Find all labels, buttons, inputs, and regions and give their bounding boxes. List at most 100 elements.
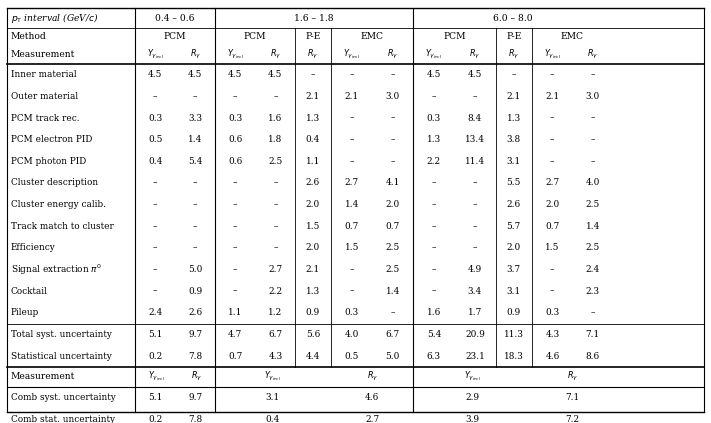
Text: 2.1: 2.1 [506, 92, 520, 101]
Text: 1.6 – 1.8: 1.6 – 1.8 [294, 14, 334, 23]
Text: 1.2: 1.2 [268, 308, 282, 317]
Text: 1.3: 1.3 [506, 114, 520, 123]
Text: 0.4 – 0.6: 0.4 – 0.6 [155, 14, 194, 23]
Text: 4.0: 4.0 [586, 179, 600, 187]
Text: 2.7: 2.7 [345, 179, 359, 187]
Text: –: – [153, 92, 157, 101]
Text: PCM: PCM [443, 32, 466, 41]
Text: Outer material: Outer material [11, 92, 77, 101]
Text: –: – [233, 265, 237, 274]
Text: –: – [153, 179, 157, 187]
Text: 4.3: 4.3 [545, 330, 560, 339]
Text: 2.1: 2.1 [345, 92, 359, 101]
Text: 0.7: 0.7 [345, 222, 359, 231]
Text: –: – [153, 265, 157, 274]
Text: 2.6: 2.6 [306, 179, 320, 187]
Text: 0.6: 0.6 [228, 135, 242, 144]
Text: 11.4: 11.4 [465, 157, 485, 166]
Text: Pileup: Pileup [11, 308, 39, 317]
Text: –: – [591, 157, 595, 166]
Text: 1.3: 1.3 [427, 135, 441, 144]
Text: –: – [390, 135, 395, 144]
Text: 6.0 – 8.0: 6.0 – 8.0 [493, 14, 533, 23]
Text: 7.2: 7.2 [565, 415, 579, 423]
Text: Cluster energy calib.: Cluster energy calib. [11, 200, 106, 209]
Text: 3.0: 3.0 [586, 92, 600, 101]
Text: 2.6: 2.6 [188, 308, 203, 317]
Text: –: – [153, 222, 157, 231]
Text: 4.4: 4.4 [306, 352, 320, 360]
Text: –: – [349, 157, 354, 166]
Text: $Y_{\gamma_{\mathrm{incl}}}$: $Y_{\gamma_{\mathrm{incl}}}$ [146, 47, 164, 60]
Text: 1.5: 1.5 [345, 243, 359, 253]
Text: 3.8: 3.8 [507, 135, 520, 144]
Text: Measurement: Measurement [11, 49, 75, 58]
Text: –: – [193, 200, 198, 209]
Text: 4.6: 4.6 [365, 393, 380, 402]
Text: 0.2: 0.2 [148, 415, 162, 423]
Text: Statistical uncertainty: Statistical uncertainty [11, 352, 112, 360]
Text: 1.6: 1.6 [268, 114, 282, 123]
Text: 7.8: 7.8 [188, 352, 203, 360]
Text: 4.5: 4.5 [268, 70, 282, 80]
Text: 2.2: 2.2 [427, 157, 441, 166]
Text: 5.1: 5.1 [148, 330, 162, 339]
Text: 2.3: 2.3 [586, 287, 600, 296]
Text: 4.5: 4.5 [148, 70, 162, 80]
Text: 8.4: 8.4 [468, 114, 482, 123]
Text: –: – [473, 222, 477, 231]
Text: 6.3: 6.3 [427, 352, 441, 360]
Text: –: – [432, 222, 436, 231]
Text: –: – [390, 70, 395, 80]
Text: –: – [432, 265, 436, 274]
Text: 1.4: 1.4 [385, 287, 400, 296]
Text: PCM track rec.: PCM track rec. [11, 114, 80, 123]
Text: –: – [349, 70, 354, 80]
Text: Track match to cluster: Track match to cluster [11, 222, 114, 231]
Text: 0.3: 0.3 [545, 308, 560, 317]
Text: –: – [233, 200, 237, 209]
Text: EMC: EMC [561, 32, 584, 41]
Text: –: – [273, 92, 277, 101]
Text: Measurement: Measurement [11, 372, 75, 381]
Text: 0.7: 0.7 [385, 222, 400, 231]
Text: –: – [432, 287, 436, 296]
Text: 2.7: 2.7 [268, 265, 282, 274]
Text: Method: Method [11, 32, 46, 41]
Text: Comb syst. uncertainty: Comb syst. uncertainty [11, 393, 115, 402]
Text: –: – [550, 157, 555, 166]
Text: 1.5: 1.5 [545, 243, 560, 253]
Text: –: – [550, 135, 555, 144]
Text: 4.0: 4.0 [345, 330, 359, 339]
Text: –: – [233, 179, 237, 187]
Text: 0.5: 0.5 [148, 135, 162, 144]
Text: $R_\gamma$: $R_\gamma$ [367, 370, 378, 383]
Text: 3.3: 3.3 [188, 114, 203, 123]
Text: 6.7: 6.7 [268, 330, 282, 339]
Text: 3.9: 3.9 [466, 415, 480, 423]
Text: 2.0: 2.0 [306, 243, 320, 253]
Text: 4.5: 4.5 [468, 70, 482, 80]
Text: –: – [193, 243, 198, 253]
Text: 2.5: 2.5 [385, 265, 400, 274]
Text: $R_\gamma$: $R_\gamma$ [469, 47, 481, 60]
Text: Efficiency: Efficiency [11, 243, 55, 253]
Text: P-E: P-E [506, 32, 521, 41]
Text: 0.7: 0.7 [228, 352, 242, 360]
Text: $R_\gamma$: $R_\gamma$ [191, 370, 203, 383]
Text: 1.3: 1.3 [306, 114, 320, 123]
Text: –: – [349, 114, 354, 123]
Text: –: – [390, 157, 395, 166]
Text: 9.7: 9.7 [188, 330, 203, 339]
Text: 6.7: 6.7 [385, 330, 400, 339]
Text: 2.0: 2.0 [385, 200, 400, 209]
Text: $R_\gamma$: $R_\gamma$ [387, 47, 398, 60]
Text: 5.5: 5.5 [506, 179, 521, 187]
Text: 2.2: 2.2 [268, 287, 282, 296]
Text: 2.1: 2.1 [306, 92, 320, 101]
Text: 3.1: 3.1 [266, 393, 280, 402]
Text: –: – [473, 200, 477, 209]
Text: 7.8: 7.8 [188, 415, 203, 423]
Text: –: – [193, 179, 198, 187]
Text: 4.6: 4.6 [545, 352, 560, 360]
